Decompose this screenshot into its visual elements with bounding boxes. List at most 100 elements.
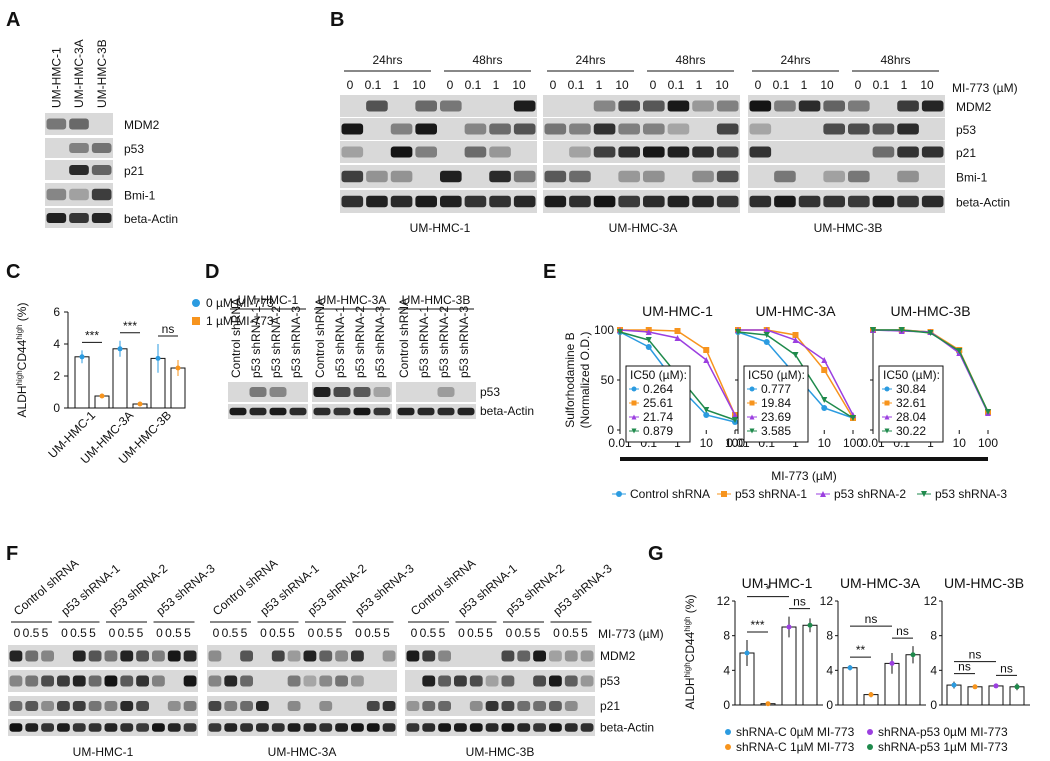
blot-band xyxy=(256,701,269,711)
lane-label: p53 shRNA-3 xyxy=(373,306,387,378)
marker xyxy=(884,428,890,434)
blot-band xyxy=(120,701,134,711)
y-tick-label: 4 xyxy=(53,337,60,351)
blot-band xyxy=(240,675,253,687)
blot-band xyxy=(415,100,437,112)
ic50-value: 21.74 xyxy=(643,410,673,424)
blot-band xyxy=(69,188,89,201)
blot-band xyxy=(716,170,739,183)
dose-label: 5 xyxy=(241,626,248,640)
significance-label: ** xyxy=(856,643,866,657)
dose-label: 0 xyxy=(260,626,267,640)
dose-label: 0 xyxy=(308,626,315,640)
y-tick-label: 8 xyxy=(723,629,730,643)
blot-band xyxy=(593,195,616,208)
y-tick-label: 0 xyxy=(53,401,60,415)
lane-label: p53 shRNA-2 xyxy=(437,306,451,378)
blot-band xyxy=(136,650,149,662)
dose-label: 0 xyxy=(14,626,21,640)
marker xyxy=(792,352,799,358)
dose-label: 5 xyxy=(439,626,446,640)
ic50-box xyxy=(743,365,809,443)
plot-title: UM-HMC-3A xyxy=(755,303,836,319)
dose-label: 0.5 xyxy=(70,626,87,640)
y-label-part: high xyxy=(15,325,24,340)
x-tick-label: 10 xyxy=(700,436,714,450)
marker xyxy=(820,491,826,497)
blot-band xyxy=(41,701,54,711)
blot-band xyxy=(72,723,86,732)
dose-label: 5 xyxy=(581,626,588,640)
blot-band xyxy=(341,146,364,158)
blot-band xyxy=(564,650,578,662)
bar xyxy=(967,686,983,706)
bar-dot xyxy=(79,354,85,360)
cell-label: UM-HMC-3A xyxy=(268,745,337,759)
marker xyxy=(821,405,828,411)
blot-band xyxy=(390,170,413,183)
y-label-part: CD44 xyxy=(15,339,29,370)
blot-band xyxy=(848,123,870,135)
dose-label: 0 xyxy=(109,626,116,640)
blot-band xyxy=(353,387,371,397)
blot-background xyxy=(405,670,595,692)
blot-band xyxy=(823,195,845,208)
ic50-value: 25.61 xyxy=(643,396,673,410)
bar-dot xyxy=(868,692,874,698)
blot-band xyxy=(798,100,821,112)
blot-band xyxy=(287,701,301,711)
blot-band xyxy=(440,100,462,112)
panel-letter: B xyxy=(330,9,344,31)
lane-label: p53 shRNA-1 xyxy=(249,306,263,378)
bar-dot xyxy=(117,346,123,352)
blot-band xyxy=(256,723,269,732)
dose-label: 5 xyxy=(336,626,343,640)
bar xyxy=(781,626,797,706)
cell-label: UM-HMC-1 xyxy=(238,293,299,307)
protein-label: p21 xyxy=(956,146,976,160)
marker xyxy=(792,332,799,338)
legend-label: 0 µM MI-773 xyxy=(206,296,274,310)
protein-label: p53 xyxy=(480,385,500,399)
bar-dot xyxy=(175,365,181,371)
blot-background xyxy=(396,382,476,402)
plot-title: UM-HMC-1 xyxy=(642,303,713,319)
ic50-value: 19.84 xyxy=(761,396,791,410)
blot-band xyxy=(366,701,380,711)
blot-band xyxy=(485,675,499,687)
bar-dot xyxy=(99,393,105,399)
protein-label: MDM2 xyxy=(600,649,636,663)
blot-band xyxy=(897,195,919,208)
blot-band xyxy=(390,195,413,208)
bar xyxy=(988,685,1004,706)
marker xyxy=(631,414,637,420)
marker xyxy=(884,400,890,406)
blot-band xyxy=(9,650,23,662)
significance-label: ns xyxy=(1000,661,1013,675)
blot-background xyxy=(340,95,537,117)
blot-band xyxy=(240,723,253,732)
blot-band xyxy=(397,407,415,416)
blot-band xyxy=(513,123,536,135)
dose-label: 10 xyxy=(820,78,834,92)
protein-label: beta-Actin xyxy=(956,196,1010,210)
blot-band xyxy=(618,170,640,183)
blot-band xyxy=(319,701,333,711)
blot-band xyxy=(271,723,285,732)
legend-label: shRNA-C 1µM MI-773 xyxy=(736,740,855,754)
significance-label: *** xyxy=(85,328,99,342)
blot-band xyxy=(72,675,86,687)
blot-band xyxy=(692,146,714,158)
y-tick-label: 0 xyxy=(607,423,614,437)
blot-band xyxy=(335,650,348,662)
blot-band xyxy=(136,675,149,687)
marker xyxy=(850,415,856,421)
blot-background xyxy=(312,382,392,402)
blot-band xyxy=(46,118,67,130)
blot-band xyxy=(501,675,515,687)
blot-band xyxy=(353,407,371,416)
marker xyxy=(921,491,927,497)
blot-band xyxy=(749,195,772,208)
y-label-part: (%) xyxy=(683,595,697,617)
